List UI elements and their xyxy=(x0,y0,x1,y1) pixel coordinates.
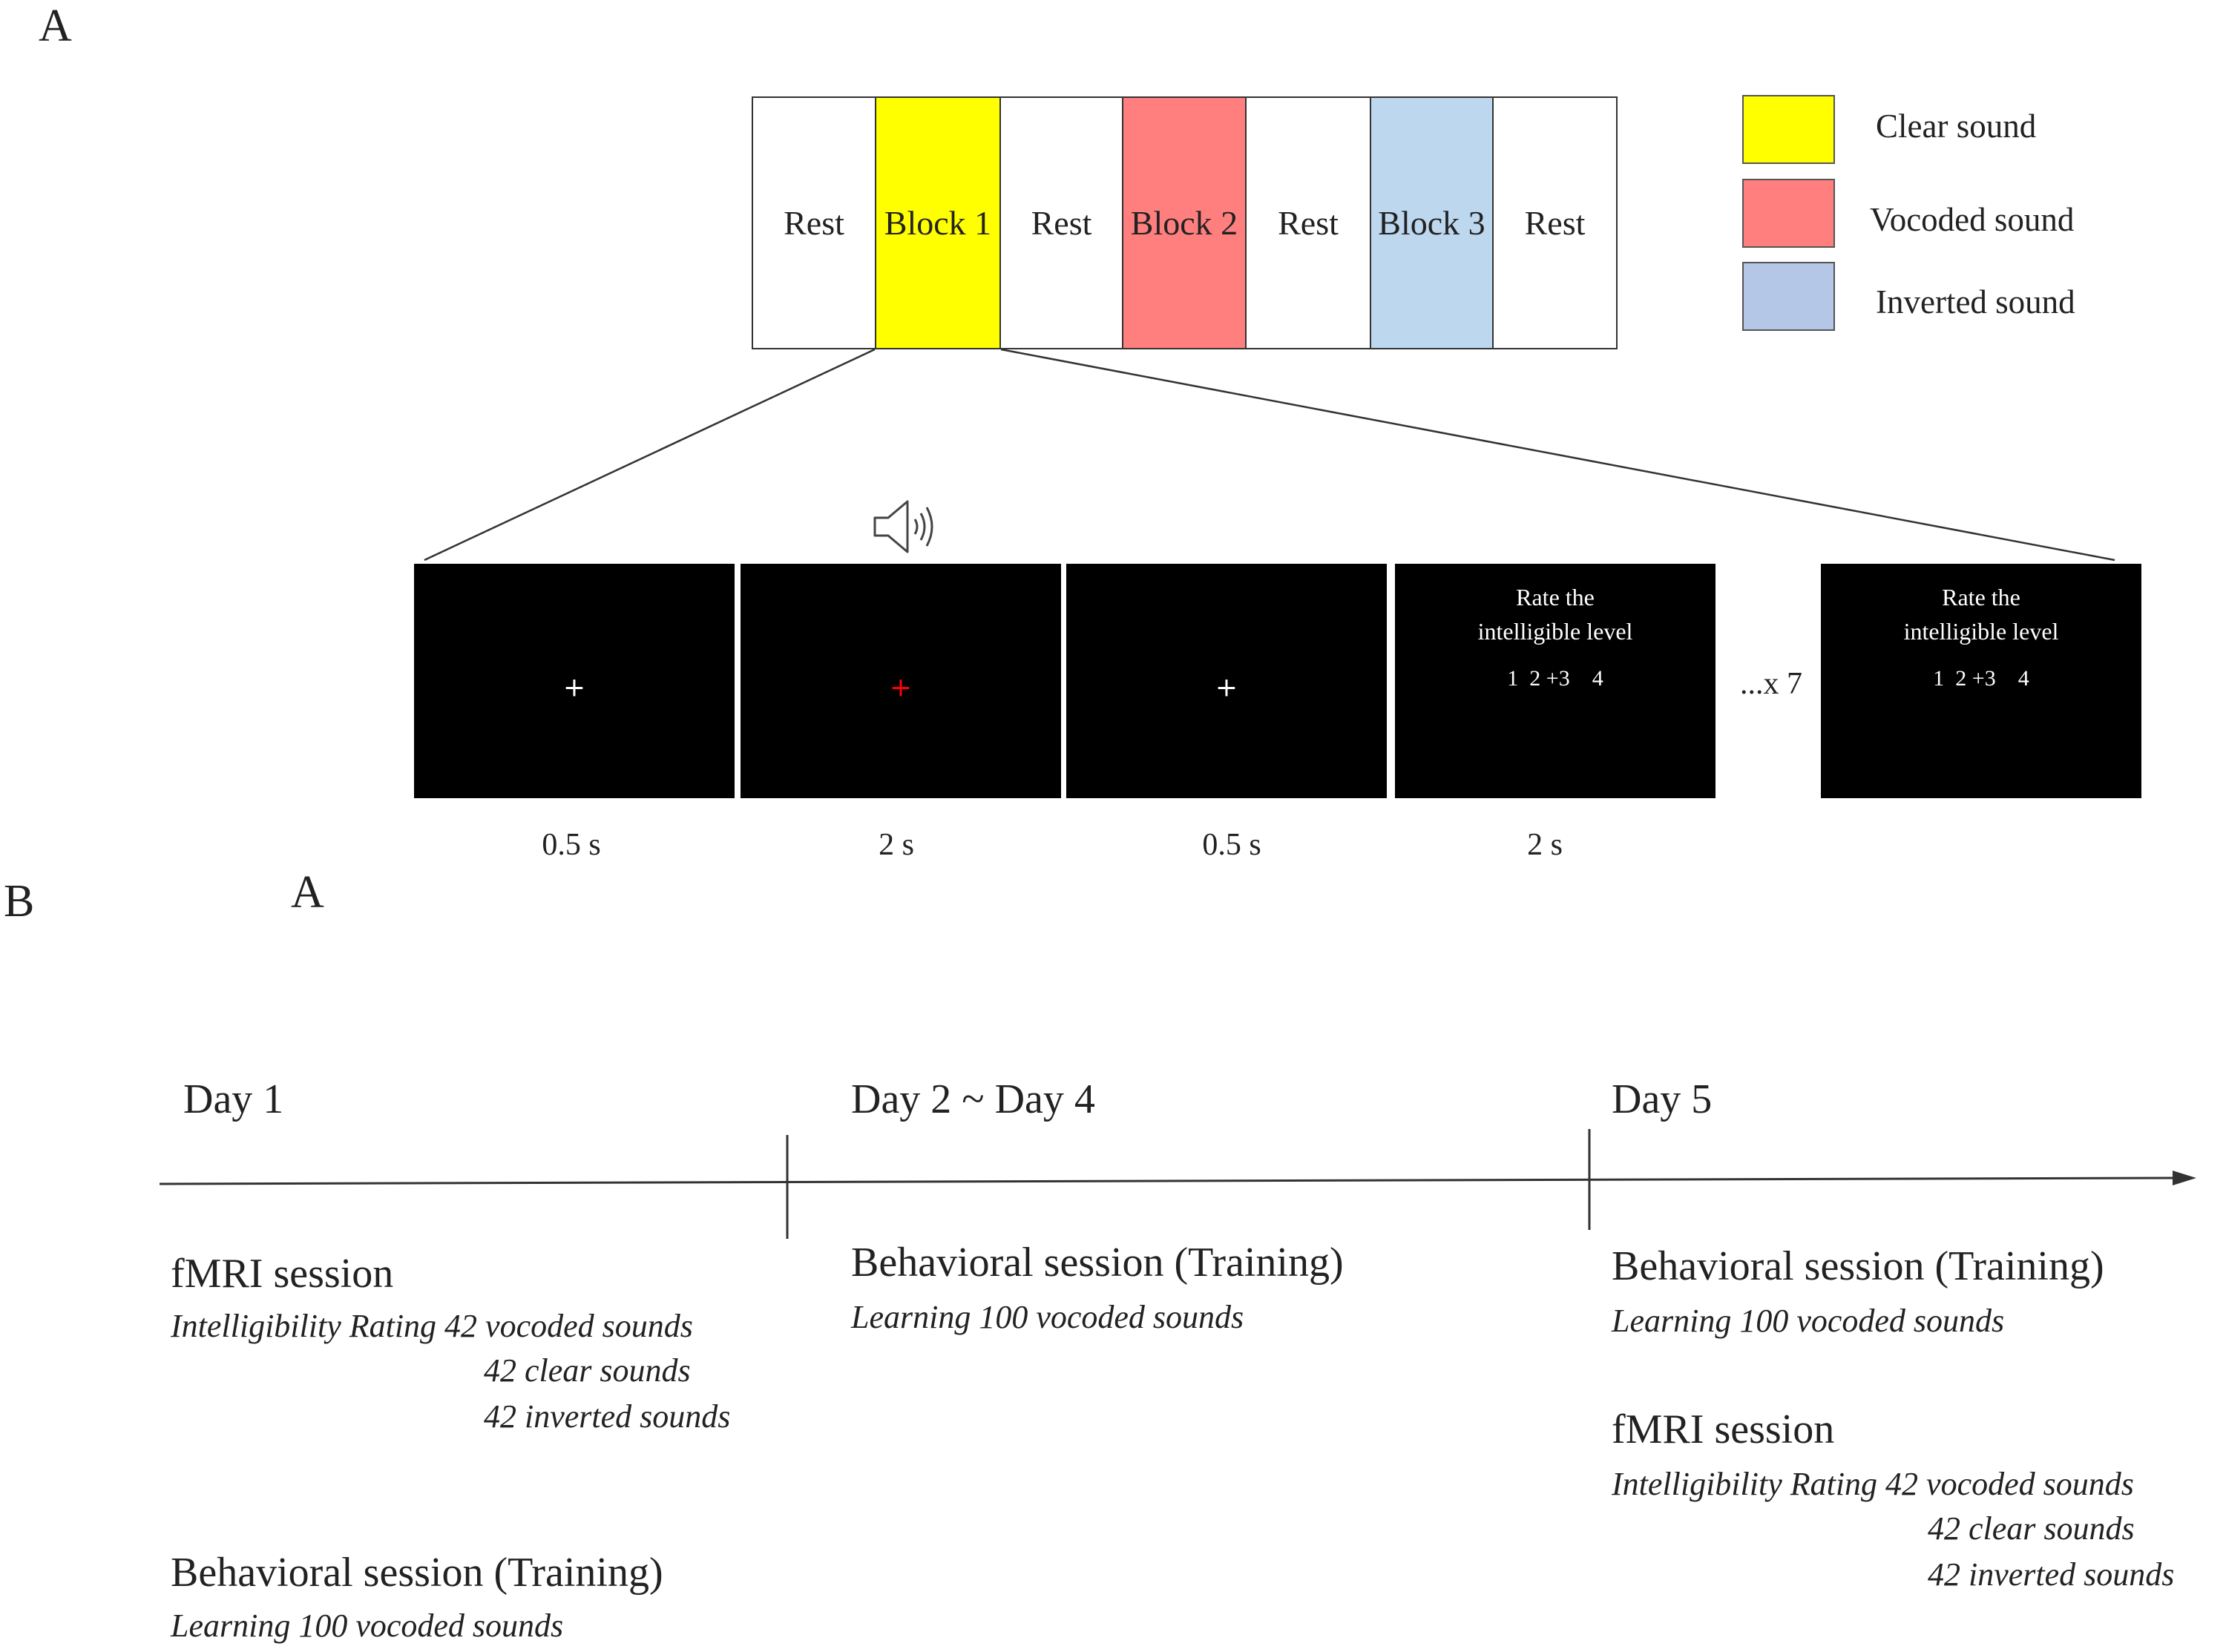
rating-prompt-line1: Rate the xyxy=(1942,584,2020,611)
rating-prompt: Rate the intelligible level xyxy=(1821,580,2141,648)
screen-fixation-white-1: + xyxy=(414,564,735,798)
duration-label: 0.5 s xyxy=(542,828,601,862)
legend-label-clear: Clear sound xyxy=(1876,108,2037,145)
fixation-cross: + xyxy=(562,672,586,703)
block-label: Block 3 xyxy=(1378,204,1485,242)
screen-rating-last: Rate the intelligible level 1 2 +3 4 xyxy=(1821,564,2141,798)
screen-rating-1: Rate the intelligible level 1 2 +3 4 xyxy=(1395,564,1716,798)
rating-prompt: Rate the intelligible level xyxy=(1395,580,1716,648)
block-rest-3: Rest xyxy=(1245,96,1371,349)
rating-prompt-line2: intelligible level xyxy=(1477,618,1633,645)
legend-swatch-vocoded xyxy=(1742,179,1835,248)
day-5-label: Day 5 xyxy=(1612,1076,1713,1122)
rating-scale: 1 2 +3 4 xyxy=(1507,666,1603,691)
rating-scale: 1 2 +3 4 xyxy=(1933,666,2029,691)
timeline xyxy=(159,1129,2196,1239)
block-rest-1: Rest xyxy=(752,96,876,349)
day5-learning-line: Learning 100 vocoded sounds xyxy=(1612,1303,2005,1339)
zoom-lines xyxy=(424,348,2115,562)
fixation-cross: + xyxy=(1215,672,1238,703)
speaker-icon xyxy=(873,500,933,553)
day5-clear-line: 42 clear sounds xyxy=(1928,1510,2135,1547)
day1-behavioral-title: Behavioral session (Training) xyxy=(171,1550,663,1596)
block-2: Block 2 xyxy=(1122,96,1247,349)
rating-prompt-line1: Rate the xyxy=(1516,584,1595,611)
day2-4-behavioral-title: Behavioral session (Training) xyxy=(851,1240,1344,1286)
day1-clear-line: 42 clear sounds xyxy=(484,1352,691,1389)
screen-fixation-white-2: + xyxy=(1066,564,1387,798)
duration-label: 2 s xyxy=(1527,828,1563,862)
day1-fmri-title: fMRI session xyxy=(171,1251,394,1297)
block-label: Rest xyxy=(1278,204,1339,242)
repeat-label: ...x 7 xyxy=(1740,667,1802,701)
rating-prompt-line2: intelligible level xyxy=(1903,618,2059,645)
block-label: Block 2 xyxy=(1130,204,1238,242)
legend-label-vocoded: Vocoded sound xyxy=(1870,201,2075,238)
stray-panel-label: A xyxy=(291,867,324,918)
legend-swatch-clear xyxy=(1742,95,1835,164)
day5-behavioral-title: Behavioral session (Training) xyxy=(1612,1243,2104,1289)
block-rest-4: Rest xyxy=(1492,96,1618,349)
day1-learning-line: Learning 100 vocoded sounds xyxy=(171,1607,564,1644)
panel-b-label: B xyxy=(4,876,35,927)
day1-rating-line: Intelligibility Rating 42 vocoded sounds xyxy=(171,1308,693,1344)
block-label: Rest xyxy=(1524,204,1586,242)
day5-inverted-line: 42 inverted sounds xyxy=(1928,1556,2175,1593)
fixation-cross-red: + xyxy=(889,672,913,703)
block-label: Rest xyxy=(784,204,844,242)
block-3: Block 3 xyxy=(1370,96,1494,349)
day2-4-learning-line: Learning 100 vocoded sounds xyxy=(851,1299,1244,1335)
day5-rating-line: Intelligibility Rating 42 vocoded sounds xyxy=(1612,1466,2134,1502)
day1-inverted-line: 42 inverted sounds xyxy=(484,1398,731,1435)
duration-label: 2 s xyxy=(879,828,914,862)
screen-fixation-red: + xyxy=(741,564,1061,798)
duration-label: 0.5 s xyxy=(1202,828,1261,862)
day5-fmri-title: fMRI session xyxy=(1612,1406,1835,1452)
block-rest-2: Rest xyxy=(999,96,1123,349)
panel-a-label: A xyxy=(39,1,72,51)
block-label: Rest xyxy=(1031,204,1092,242)
legend-swatch-inverted xyxy=(1742,262,1835,331)
day-2-4-label: Day 2 ~ Day 4 xyxy=(851,1076,1095,1122)
day-1-label: Day 1 xyxy=(183,1076,284,1122)
block-label: Block 1 xyxy=(884,204,992,242)
legend-label-inverted: Inverted sound xyxy=(1876,283,2075,320)
